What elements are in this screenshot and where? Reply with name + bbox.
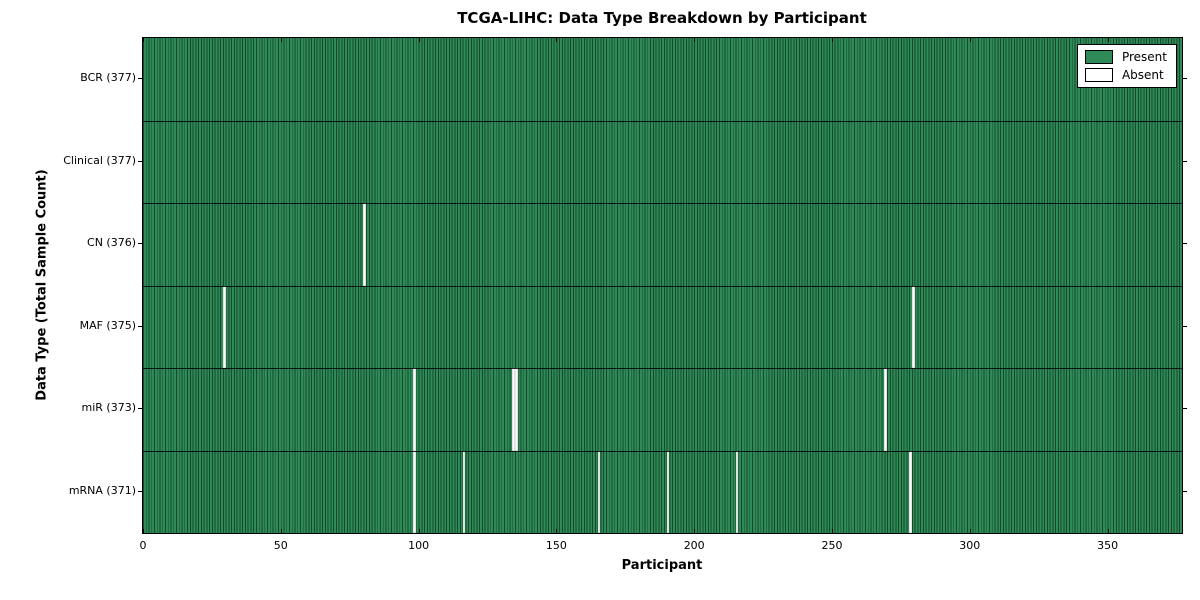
x-tick-label-250: 250 — [821, 539, 843, 552]
y-tick — [1183, 408, 1187, 410]
absent-bar-mRNA-165 — [597, 450, 601, 533]
y-tick — [138, 408, 142, 410]
y-tick-label-CN: CN (376) — [87, 236, 136, 250]
y-tick-label-MAF: MAF (375) — [79, 318, 136, 332]
absent-bar-miR-269 — [884, 368, 888, 451]
x-tick — [143, 529, 144, 533]
y-tick — [1183, 78, 1187, 80]
x-tick — [969, 38, 971, 42]
absent-bar-miR-98 — [413, 368, 416, 451]
row-separator — [143, 285, 1182, 287]
legend-label-present: Present — [1121, 50, 1167, 64]
x-tick-label-300: 300 — [959, 539, 981, 552]
x-tick-label-150: 150 — [545, 539, 567, 552]
y-axis-label: Data Type (Total Sample Count) — [34, 169, 50, 401]
legend-swatch-absent-icon — [1084, 68, 1113, 82]
x-tick — [280, 38, 282, 42]
x-tick-label-0: 0 — [139, 539, 147, 552]
row-separator — [143, 368, 1182, 369]
x-tick-label-200: 200 — [683, 539, 705, 552]
absent-bar-mRNA-278 — [909, 450, 912, 533]
heatmap-row-MAF — [143, 285, 1182, 368]
y-tick-label-BCR: BCR (377) — [80, 71, 136, 85]
absent-bar-MAF-29 — [222, 285, 226, 368]
y-tick-label-Clinical: Clinical (377) — [63, 153, 136, 167]
absent-bar-mRNA-190 — [666, 450, 670, 533]
x-tick — [831, 529, 833, 533]
y-tick — [138, 160, 142, 162]
y-tick — [1183, 243, 1187, 245]
legend-item-present: Present — [1084, 50, 1167, 64]
x-tick-label-50: 50 — [273, 539, 288, 552]
absent-bar-mRNA-215 — [735, 450, 739, 533]
y-tick — [138, 78, 142, 80]
x-tick — [143, 38, 144, 42]
y-tick — [1183, 325, 1187, 327]
legend: Present Absent — [1076, 44, 1177, 88]
heatmap-row-CN — [143, 203, 1182, 286]
heatmap-row-BCR — [143, 38, 1182, 121]
x-tick-label-100: 100 — [408, 539, 430, 552]
absent-bar-mRNA-98 — [413, 450, 416, 533]
heatmap-row-miR — [143, 368, 1182, 451]
x-tick — [1107, 38, 1109, 42]
absent-bar-MAF-279 — [911, 285, 915, 368]
y-tick — [138, 243, 142, 245]
x-tick — [556, 38, 558, 42]
absent-bar-mRNA-116 — [462, 450, 466, 533]
y-tick — [1183, 490, 1187, 492]
heatmap-row-mRNA — [143, 450, 1182, 533]
x-tick-label-350: 350 — [1097, 539, 1119, 552]
x-tick — [1107, 529, 1109, 533]
legend-swatch-present-icon — [1084, 50, 1113, 64]
heatmap-row-Clinical — [143, 120, 1182, 203]
absent-bar-CN-80 — [363, 203, 367, 286]
x-tick — [694, 38, 696, 42]
y-tick — [1183, 160, 1187, 162]
legend-item-absent: Absent — [1084, 68, 1167, 82]
y-tick — [138, 325, 142, 327]
x-tick — [418, 38, 420, 42]
x-tick — [694, 529, 696, 533]
absent-bar-miR-134 — [512, 368, 516, 451]
x-tick — [969, 529, 971, 533]
y-tick — [138, 490, 142, 492]
row-separator — [143, 450, 1182, 452]
row-separator — [143, 203, 1182, 204]
y-tick-label-miR: miR (373) — [81, 401, 137, 415]
x-tick — [831, 38, 833, 42]
legend-label-absent: Absent — [1121, 68, 1164, 82]
x-tick — [280, 529, 282, 533]
y-tick-label-mRNA: mRNA (371) — [68, 483, 136, 497]
plot-area: Present Absent — [142, 37, 1183, 534]
x-tick — [556, 529, 558, 533]
chart-title: TCGA-LIHC: Data Type Breakdown by Partic… — [457, 9, 867, 27]
row-separator — [143, 120, 1182, 122]
x-axis-label: Participant — [621, 558, 703, 573]
absent-bar-miR-135 — [515, 368, 518, 451]
x-tick — [418, 529, 420, 533]
